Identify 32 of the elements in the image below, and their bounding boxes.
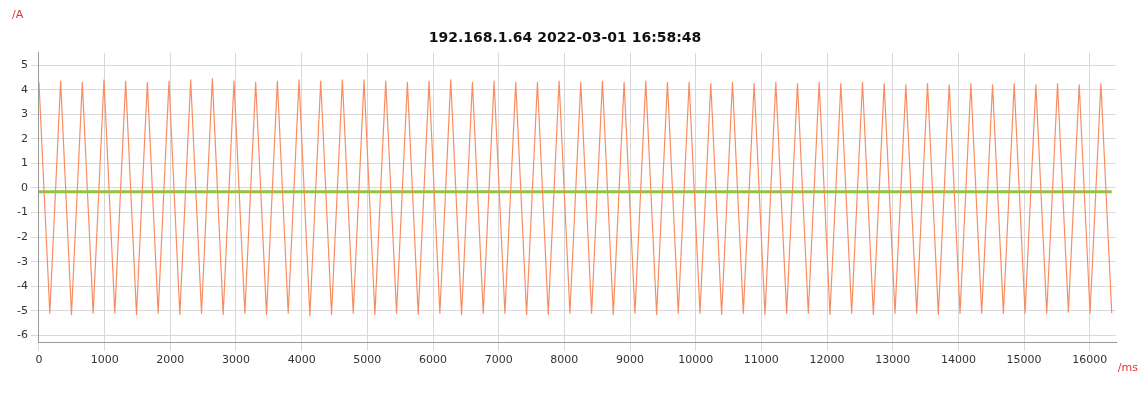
x-tick-label: 5000 (353, 353, 382, 367)
y-tick-label: -4 (17, 279, 28, 293)
x-tick-label: 13000 (875, 353, 911, 367)
x-tick-label: 7000 (484, 353, 513, 367)
y-tick-label: 0 (20, 180, 28, 194)
x-tick-label: 14000 (940, 353, 976, 367)
x-tick-label: 10000 (678, 353, 714, 367)
y-axis-title: /A (12, 8, 24, 22)
x-tick-label: 15000 (1006, 353, 1042, 367)
y-tick-label: 1 (20, 156, 28, 170)
y-tick-label: -5 (17, 303, 28, 317)
x-tick-label: 11000 (743, 353, 779, 367)
y-tick-label: -6 (17, 328, 28, 342)
x-axis-title: /ms (1117, 361, 1139, 375)
x-tick-label: 6000 (419, 353, 447, 367)
x-tick-label: 1000 (90, 353, 119, 367)
y-tick-label: 3 (20, 107, 28, 121)
y-tick-label: 4 (20, 82, 28, 96)
y-tick-label: -3 (17, 254, 28, 268)
x-tick-label: 2000 (156, 353, 185, 367)
y-tick-label: -1 (17, 205, 28, 219)
x-tick-label: 3000 (221, 353, 250, 367)
x-tick-label: 9000 (616, 353, 645, 367)
y-tick-label: 5 (20, 57, 28, 71)
x-tick-label: 16000 (1072, 353, 1108, 367)
x-tick-label: 8000 (550, 353, 579, 367)
chart-title: 192.168.1.64 2022-03-01 16:58:48 (428, 29, 702, 46)
y-tick-label: 2 (20, 131, 28, 145)
x-tick-label: 0 (35, 353, 43, 367)
y-tick-label: -2 (17, 229, 28, 243)
x-tick-label: 12000 (809, 353, 845, 367)
x-tick-label: 4000 (287, 353, 316, 367)
